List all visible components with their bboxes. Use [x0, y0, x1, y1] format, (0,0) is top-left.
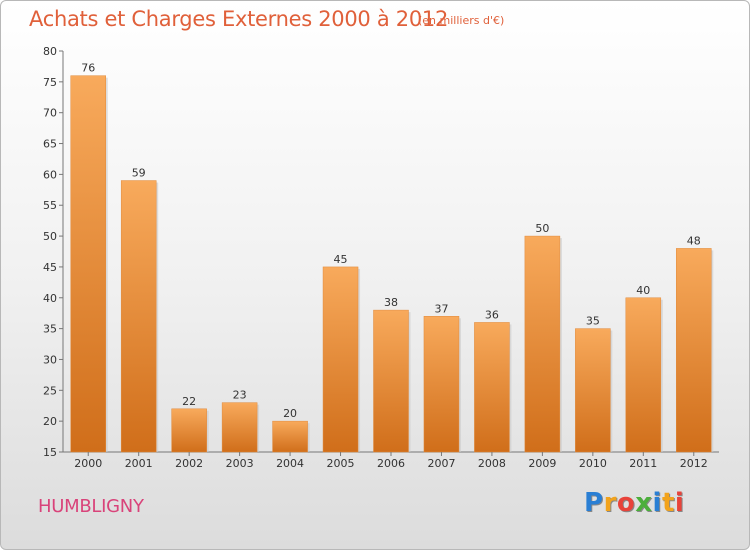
logo-letter: P [584, 488, 604, 518]
x-tick-label: 2005 [327, 457, 355, 470]
bar [423, 316, 460, 453]
bar [524, 235, 561, 453]
chart-title: Achats et Charges Externes 2000 à 2012 [29, 7, 449, 31]
bar-value-label: 36 [485, 308, 499, 321]
y-tick-label: 30 [43, 353, 57, 366]
x-tick-label: 2006 [377, 457, 405, 470]
bar-value-label: 35 [586, 315, 600, 328]
bar [575, 328, 611, 453]
x-tick-label: 2001 [125, 457, 153, 470]
y-tick-label: 65 [43, 138, 57, 151]
bar-value-label: 48 [687, 234, 701, 247]
bar [70, 75, 106, 453]
proxiti-logo[interactable]: Proxiti [584, 488, 684, 518]
y-tick-label: 45 [43, 261, 57, 274]
bar [676, 248, 712, 453]
x-tick-label: 2010 [579, 457, 607, 470]
y-tick-label: 20 [43, 415, 57, 428]
bar [322, 266, 359, 453]
x-tick-label: 2000 [74, 457, 102, 470]
y-tick-label: 70 [43, 107, 57, 120]
x-tick-label: 2004 [276, 457, 304, 470]
x-tick-label: 2009 [528, 457, 556, 470]
bar-value-label: 23 [233, 389, 247, 402]
logo-letter: t [661, 488, 675, 518]
bar-value-label: 38 [384, 296, 398, 309]
x-tick-label: 2008 [478, 457, 506, 470]
bar [625, 297, 662, 453]
x-tick-label: 2002 [175, 457, 203, 470]
y-tick-label: 80 [43, 45, 57, 58]
y-tick-label: 60 [43, 168, 57, 181]
x-tick-label: 2003 [226, 457, 254, 470]
bar [272, 420, 308, 453]
y-tick-label: 15 [43, 446, 57, 459]
y-tick-label: 75 [43, 76, 57, 89]
y-tick-label: 50 [43, 230, 57, 243]
bar-value-label: 40 [636, 284, 650, 297]
logo-letter: i [652, 488, 662, 518]
bar-value-label: 59 [132, 167, 146, 180]
bar [171, 408, 207, 453]
chart-subtitle: (en milliers d'€) [418, 14, 505, 27]
y-tick-label: 55 [43, 199, 57, 212]
bar [120, 180, 157, 453]
bar [221, 402, 258, 453]
bar [474, 322, 510, 453]
y-tick-label: 35 [43, 323, 57, 336]
y-tick-label: 25 [43, 384, 57, 397]
y-tick-label: 40 [43, 292, 57, 305]
x-tick-label: 2007 [427, 457, 455, 470]
x-tick-label: 2011 [629, 457, 657, 470]
bar-value-label: 20 [283, 407, 297, 420]
x-tick-label: 2012 [680, 457, 708, 470]
commune-name: HUMBLIGNY [38, 496, 144, 517]
bar-value-label: 45 [334, 253, 348, 266]
logo-letter: o [616, 488, 636, 518]
logo-letter: r [603, 488, 617, 518]
bar-value-label: 37 [434, 302, 448, 315]
bar-value-label: 50 [535, 222, 549, 235]
bar-value-label: 22 [182, 395, 196, 408]
logo-letter: x [635, 488, 653, 518]
bar-value-label: 76 [81, 62, 95, 75]
bar [373, 309, 409, 453]
logo-letter: i [674, 488, 685, 518]
